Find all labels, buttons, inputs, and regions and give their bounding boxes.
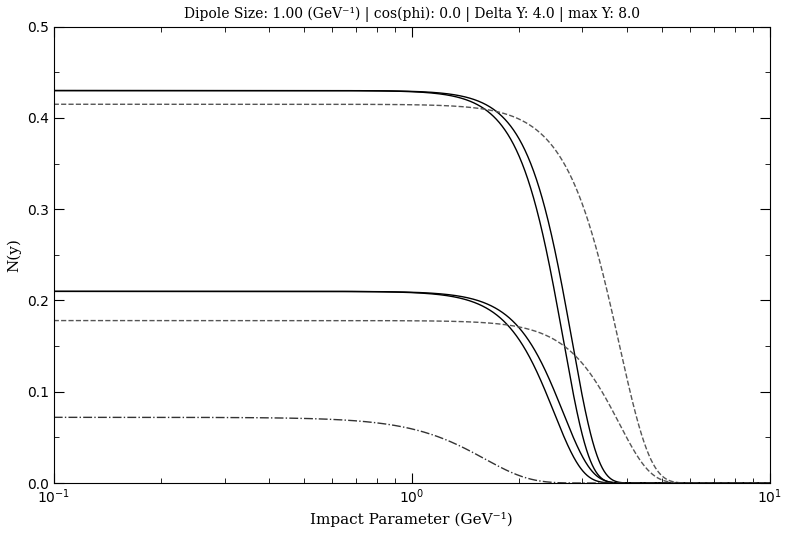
X-axis label: Impact Parameter (GeV⁻¹): Impact Parameter (GeV⁻¹) [310,512,513,527]
Y-axis label: N(y): N(y) [7,238,21,272]
Title: Dipole Size: 1.00 (GeV⁻¹) | cos(phi): 0.0 | Delta Y: 4.0 | max Y: 8.0: Dipole Size: 1.00 (GeV⁻¹) | cos(phi): 0.… [184,7,640,22]
